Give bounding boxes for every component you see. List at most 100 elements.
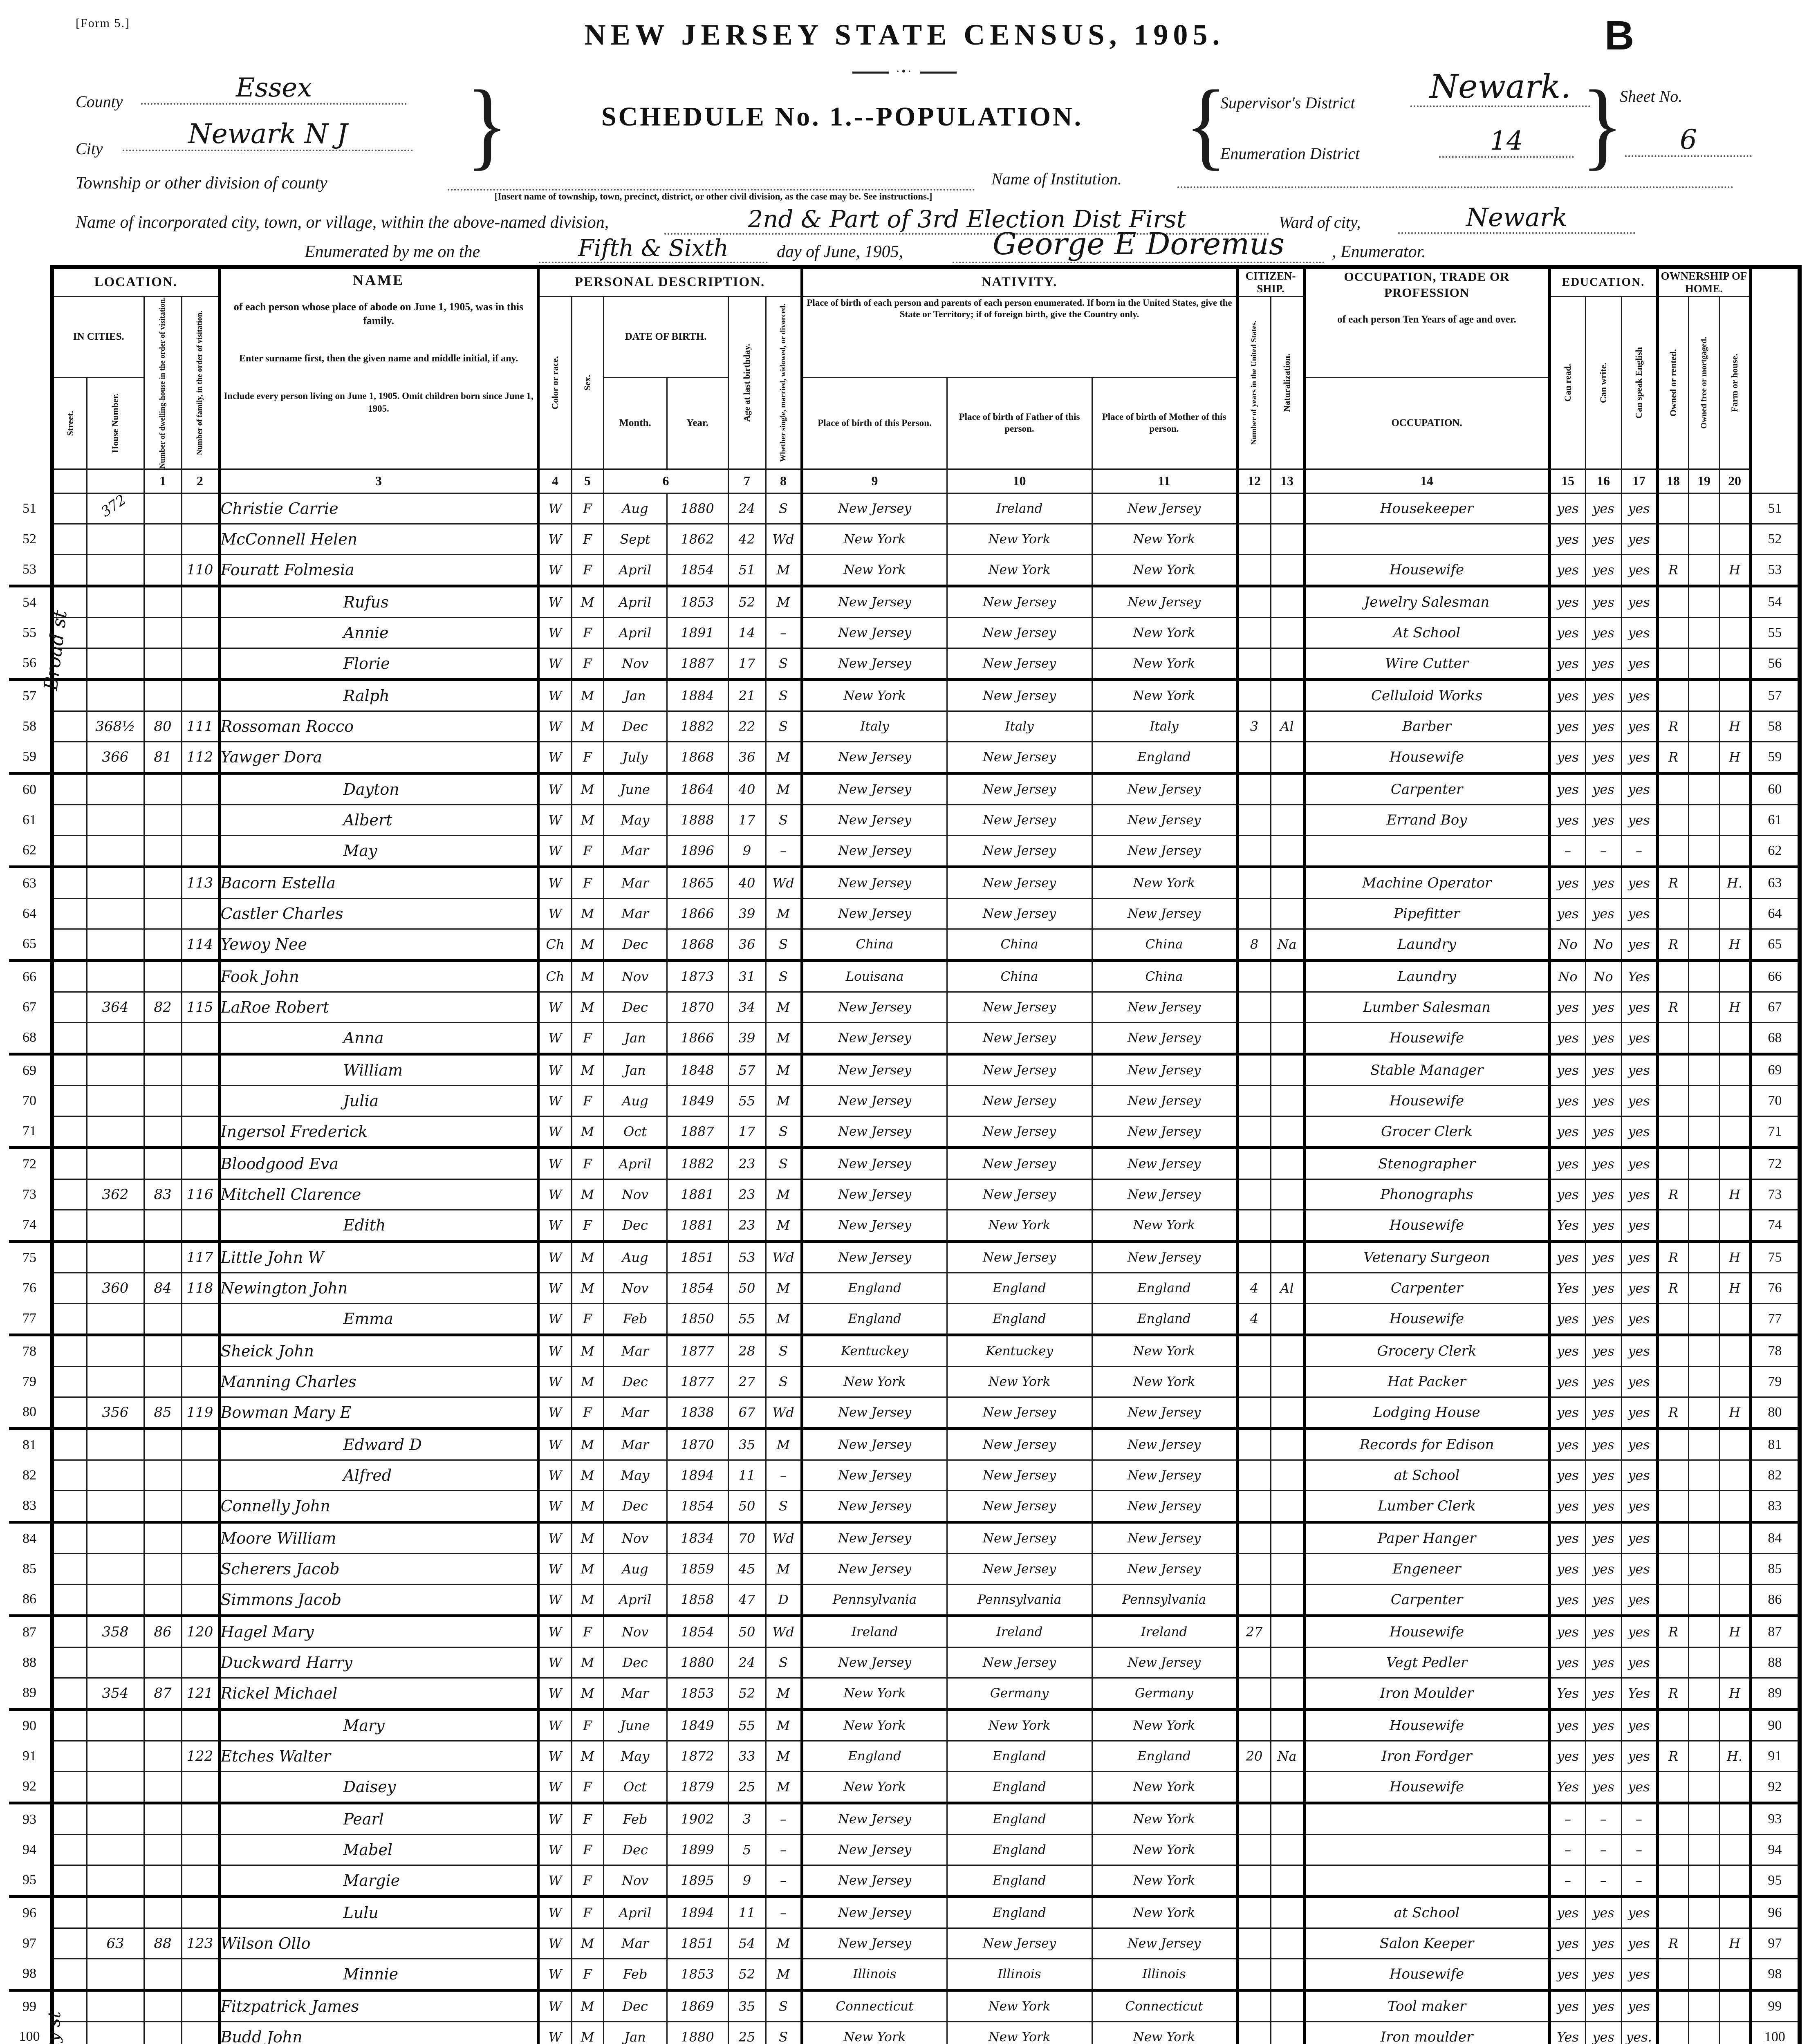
value-sp: yes — [1628, 1404, 1650, 1420]
cell-mo: Feb — [603, 1802, 668, 1835]
cell-wr: yes — [1585, 1178, 1622, 1210]
cell-ma: S — [765, 1490, 803, 1524]
cell-yu: 4 — [1235, 1302, 1271, 1336]
value-co: W — [548, 999, 562, 1015]
cell-dw — [143, 897, 182, 930]
value-co: W — [548, 1811, 562, 1827]
row-number-left: 96 — [9, 1896, 52, 1928]
value-pm: New York — [1133, 1873, 1195, 1888]
cell-na — [1270, 1053, 1305, 1086]
row-number-right: 97 — [1749, 1927, 1802, 1959]
census-tbody: 51 Broad st 372 Christie Carrie W F Aug 1880 24 S… — [9, 491, 1802, 2044]
cell-mo: April — [603, 1583, 668, 1617]
cell-co: W — [536, 1646, 572, 1679]
value-pb: New Jersey — [838, 1250, 912, 1265]
census-row: 92 Daisey W F Oct 1879 25 M New York England New Y… — [9, 1771, 1802, 1804]
cell-mo: Nov — [603, 1272, 668, 1304]
value-pb: New Jersey — [838, 1498, 912, 1513]
value-sp: yes — [1628, 500, 1650, 516]
value-sx: M — [581, 1561, 594, 1577]
cell-mo: Nov — [603, 1521, 668, 1554]
cell-ho — [86, 2021, 145, 2044]
cell-co: W — [536, 1583, 572, 1617]
cell-na — [1270, 1771, 1305, 1804]
value-rd: yes — [1557, 1717, 1579, 1733]
value-fh: H — [1729, 1280, 1740, 1296]
cell-pf: New Jersey — [946, 897, 1093, 930]
value-pm: New York — [1133, 625, 1195, 640]
cell-st — [50, 1490, 87, 1524]
cell-sx: F — [571, 616, 604, 649]
value-nm: Dayton — [343, 780, 399, 798]
cell-ho — [86, 1583, 145, 1617]
cell-pb: New York — [800, 2021, 948, 2044]
cell-st — [50, 928, 87, 962]
cell-yu — [1235, 647, 1271, 681]
cell-oc: Housewife — [1302, 1615, 1550, 1648]
group-nativity: NATIVITY. — [800, 265, 1238, 297]
cell-yu: 27 — [1235, 1615, 1271, 1648]
cell-ma: M — [765, 991, 803, 1023]
cell-yr: 1870 — [666, 1428, 729, 1461]
cell-co: W — [536, 1022, 572, 1056]
cell-sx: M — [571, 1989, 604, 2022]
cell-fa: 111 — [181, 710, 220, 742]
value-pf: New York — [988, 1217, 1051, 1233]
cell-na — [1270, 1677, 1305, 1711]
value-ag: 67 — [738, 1404, 755, 1420]
cell-pb: New Jersey — [800, 1459, 948, 1491]
value-ag: 70 — [738, 1530, 755, 1546]
cell-pm: New Jersey — [1091, 1553, 1238, 1585]
value-pb: China — [856, 937, 894, 952]
value-pm: New York — [1133, 656, 1195, 671]
cell-na — [1270, 1927, 1305, 1959]
cell-wr: yes — [1585, 2021, 1622, 2044]
divider-dots: ·•· — [896, 65, 913, 78]
value-pm: England — [1137, 1748, 1191, 1764]
value-ma: M — [776, 999, 790, 1015]
cell-oc: Lodging House — [1302, 1396, 1550, 1430]
value-pb: New Jersey — [838, 843, 912, 858]
cell-sx: F — [571, 1302, 604, 1336]
value-yr: 1894 — [681, 1467, 714, 1483]
value-ma: – — [780, 1905, 787, 1921]
cell-ow: R — [1656, 741, 1689, 775]
value-co: W — [548, 2029, 562, 2044]
cell-nm: Annie — [217, 616, 539, 649]
value-sx: F — [583, 1779, 592, 1795]
owned-rented-label-text: Owned or rented. — [1668, 349, 1679, 417]
cell-pf: New York — [946, 2021, 1093, 2044]
value-ma: M — [776, 1093, 790, 1109]
value-rd: Yes — [1557, 2029, 1579, 2044]
cell-yr: 1858 — [666, 1583, 729, 1617]
value-ho: 63 — [106, 1935, 124, 1952]
cell-fh: H. — [1719, 866, 1751, 899]
cell-rd: yes — [1548, 679, 1586, 712]
row-number-left: 66 — [9, 960, 52, 992]
value-wr: yes — [1592, 1498, 1614, 1514]
column-numbers-row: 1 2 3 4 5 6 7 8 9 10 11 12 13 14 15 16 1… — [9, 468, 1800, 494]
value-pf: New Jersey — [982, 906, 1056, 921]
value-ma: – — [780, 625, 787, 641]
value-sp: yes — [1628, 1186, 1650, 1202]
cell-ma: M — [765, 1209, 803, 1243]
census-row: 85 Scherers Jacob W M Aug 1859 45 M New Jersey Ne… — [9, 1553, 1802, 1585]
cell-nm: Mabel — [217, 1833, 539, 1866]
value-ma: – — [780, 1811, 787, 1827]
colnum-20: 20 — [1719, 468, 1751, 494]
cell-yr: 1887 — [666, 647, 729, 681]
cell-mo: Nov — [603, 1864, 668, 1898]
cell-ho: 63 — [86, 1927, 145, 1959]
cell-fh — [1719, 647, 1751, 681]
cell-mg — [1688, 585, 1720, 618]
value-wr: yes — [1592, 812, 1614, 828]
cell-fh: H — [1719, 928, 1751, 962]
cell-mg — [1688, 1927, 1720, 1959]
cell-sx: F — [571, 1833, 604, 1866]
value-yr: 1902 — [681, 1811, 714, 1827]
cell-na — [1270, 492, 1305, 524]
cell-ma: S — [765, 710, 803, 742]
row-number-left: 94 — [9, 1834, 52, 1865]
cell-ag: 31 — [727, 959, 767, 993]
value-wr: yes — [1592, 1530, 1614, 1546]
